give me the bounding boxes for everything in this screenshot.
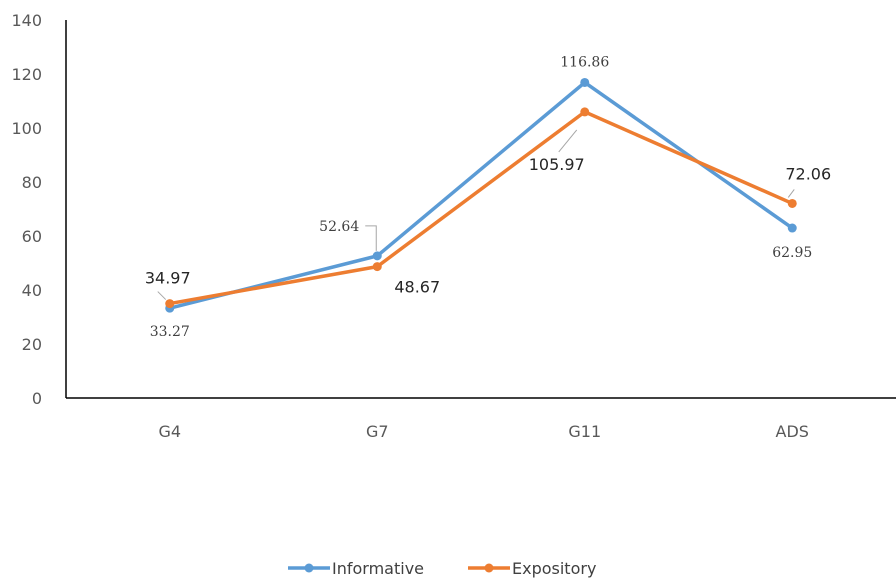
legend-item-informative: Informative [288,559,424,578]
label-leader-line [558,129,578,153]
data-label-informative: 62.95 [772,245,812,261]
legend-swatch-marker [484,563,494,573]
x-tick-label: G4 [158,422,181,441]
legend-item-expository: Expository [468,559,596,578]
x-axis: G4 G7 G11 ADS [66,397,896,441]
legend-swatch-marker [304,563,314,573]
data-point-expository [165,299,175,309]
x-tick-label: G11 [568,422,601,441]
data-label-informative: 116.86 [560,54,609,70]
y-tick-label: 20 [22,335,42,354]
label-leader-line [157,291,167,300]
series-line-expository [168,110,794,306]
y-axis: 0 20 40 60 80 100 120 140 [11,11,67,408]
data-label-informative: 33.27 [150,324,190,340]
y-tick-label: 0 [32,389,42,408]
x-tick-label: ADS [776,422,809,441]
label-leader-line [365,225,377,251]
data-point-informative [372,251,382,261]
label-leader-line [787,189,795,198]
data-label-expository: 48.67 [394,278,440,297]
legend-label: Informative [332,559,424,578]
series-line-informative [168,80,794,310]
data-label-expository: 72.06 [785,164,831,183]
legend-label: Expository [512,559,596,578]
data-point-informative [787,223,797,233]
data-label-expository: 105.97 [529,155,585,174]
data-point-informative [580,77,590,87]
y-tick-label: 140 [11,11,42,30]
y-tick-label: 100 [11,119,42,138]
x-tick-label: G7 [366,422,389,441]
data-point-expository [787,198,797,208]
data-point-expository [372,262,382,272]
series-layer [165,77,797,313]
y-tick-label: 120 [11,65,42,84]
y-tick-label: 40 [22,281,42,300]
data-labels-layer: 33.27 52.64 116.86 62.95 34.97 48.67 105.97 72.… [145,54,831,340]
data-label-informative: 52.64 [319,219,359,235]
data-label-expository: 34.97 [145,269,191,288]
data-point-expository [580,107,590,117]
legend: Informative Expository [288,559,596,578]
y-tick-label: 80 [22,173,42,192]
y-tick-label: 60 [22,227,42,246]
